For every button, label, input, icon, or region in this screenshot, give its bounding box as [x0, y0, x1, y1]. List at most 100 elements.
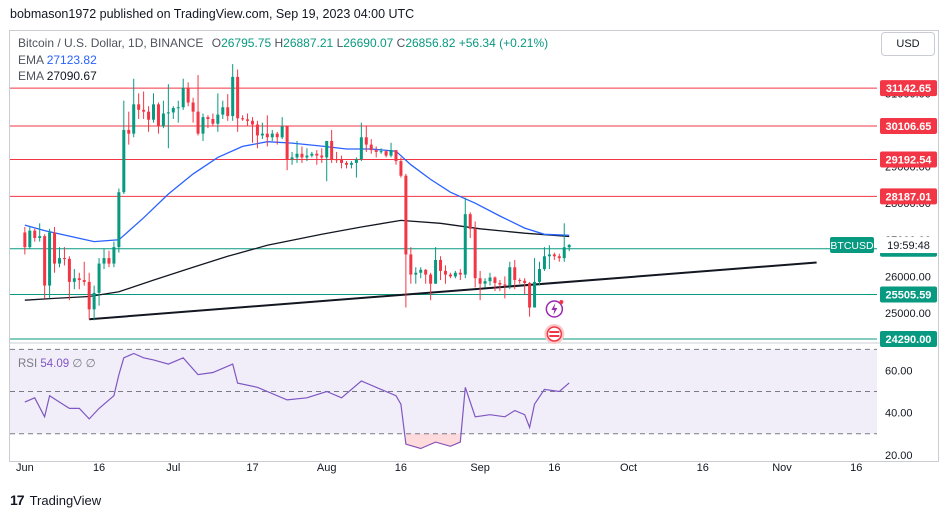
publisher-line: bobmason1972 published on TradingView.co…	[10, 7, 415, 21]
candle	[300, 146, 304, 163]
time-tick-label: 16	[697, 462, 709, 474]
candle-body	[562, 247, 566, 259]
candle	[201, 113, 205, 141]
candle-body	[424, 269, 428, 275]
rsi-legend: RSI 54.09 ∅ ∅	[18, 356, 96, 370]
level-label-support: 25505.59	[880, 286, 937, 303]
candle	[473, 221, 477, 288]
symbol-title: Bitcoin / U.S. Dollar, 1D, BINANCE	[18, 36, 204, 50]
candle-body	[142, 109, 146, 112]
candle	[48, 228, 52, 299]
lightning-dot	[559, 300, 564, 304]
ema-fast-value: 27123.82	[46, 53, 97, 67]
candle-body	[265, 133, 269, 138]
candle	[275, 131, 279, 145]
candle-body	[156, 104, 160, 127]
candle-body	[493, 277, 497, 283]
candle-body	[335, 159, 339, 161]
candle-body	[528, 282, 532, 308]
candle-body	[552, 254, 556, 257]
candle	[57, 247, 61, 268]
candle	[191, 97, 195, 123]
candle-body	[255, 124, 259, 136]
candle-body	[345, 162, 349, 165]
candle	[552, 252, 556, 260]
candle	[542, 247, 546, 271]
candle	[448, 272, 452, 279]
candle-body	[33, 230, 37, 238]
candle-body	[166, 112, 170, 114]
candle-body	[147, 111, 151, 120]
candle-body	[448, 274, 452, 277]
currency-button[interactable]: USD	[881, 32, 935, 56]
candle	[493, 276, 497, 292]
ema-slow-value: 27090.67	[46, 69, 97, 83]
candle	[122, 100, 126, 195]
candle	[483, 278, 487, 288]
candle-body	[409, 254, 413, 275]
candle-body	[419, 269, 423, 273]
candle	[513, 259, 517, 290]
candle-body	[463, 214, 467, 275]
candle-body	[429, 274, 433, 284]
time-tick-label: Aug	[317, 462, 337, 474]
candle-body	[122, 129, 126, 193]
open-value: 26795.75	[221, 36, 272, 50]
candle-body	[439, 259, 443, 271]
candle	[468, 212, 472, 238]
countdown-bg	[880, 237, 937, 254]
candle-body	[295, 153, 299, 158]
candle	[567, 243, 571, 252]
candle-body	[260, 133, 264, 136]
candle-body	[196, 111, 200, 134]
ema-fast-legend: EMA 27123.82	[18, 53, 97, 67]
candle	[196, 75, 200, 136]
candle-body	[87, 281, 91, 310]
candle-body	[364, 137, 368, 145]
candle	[345, 161, 349, 169]
candle-body	[508, 267, 512, 286]
candle	[97, 258, 101, 306]
close-value: 26856.82	[405, 36, 456, 50]
candle	[255, 120, 259, 149]
flag-stripe	[549, 331, 560, 333]
candle-body	[394, 150, 398, 162]
candle	[434, 247, 438, 284]
candle	[171, 106, 175, 119]
candle-body	[399, 161, 403, 176]
candle	[562, 223, 566, 262]
footer-brand[interactable]: 17 TradingView	[10, 492, 101, 508]
flag-stripe	[549, 335, 560, 337]
candle	[498, 280, 502, 292]
level-label-text: 28187.01	[886, 191, 932, 203]
candle	[508, 261, 512, 290]
level-label-support: 24290.00	[880, 331, 937, 347]
candle	[478, 270, 482, 301]
candle	[340, 155, 344, 169]
candle-body	[206, 117, 210, 119]
candle	[112, 241, 116, 268]
candle	[379, 148, 383, 154]
level-label-bg	[880, 331, 937, 347]
candle	[33, 228, 37, 242]
rsi-label: RSI	[18, 358, 38, 370]
level-label-bg	[880, 151, 937, 168]
candle-body	[107, 258, 111, 264]
candle	[265, 115, 269, 147]
price-tick-label: 26000.00	[885, 271, 931, 283]
candle	[206, 115, 210, 129]
candle-body	[354, 159, 358, 163]
time-tick-label: 16	[93, 462, 105, 474]
candle-body	[48, 232, 52, 286]
candle-body	[503, 284, 507, 286]
candle	[305, 148, 309, 162]
candle	[92, 285, 96, 321]
candle	[181, 78, 185, 110]
candle-body	[127, 129, 131, 134]
candle-body	[389, 150, 393, 156]
level-label-resistance: 28187.01	[880, 188, 937, 205]
candle-body	[414, 272, 418, 275]
candle	[38, 223, 42, 242]
candle	[389, 142, 393, 158]
